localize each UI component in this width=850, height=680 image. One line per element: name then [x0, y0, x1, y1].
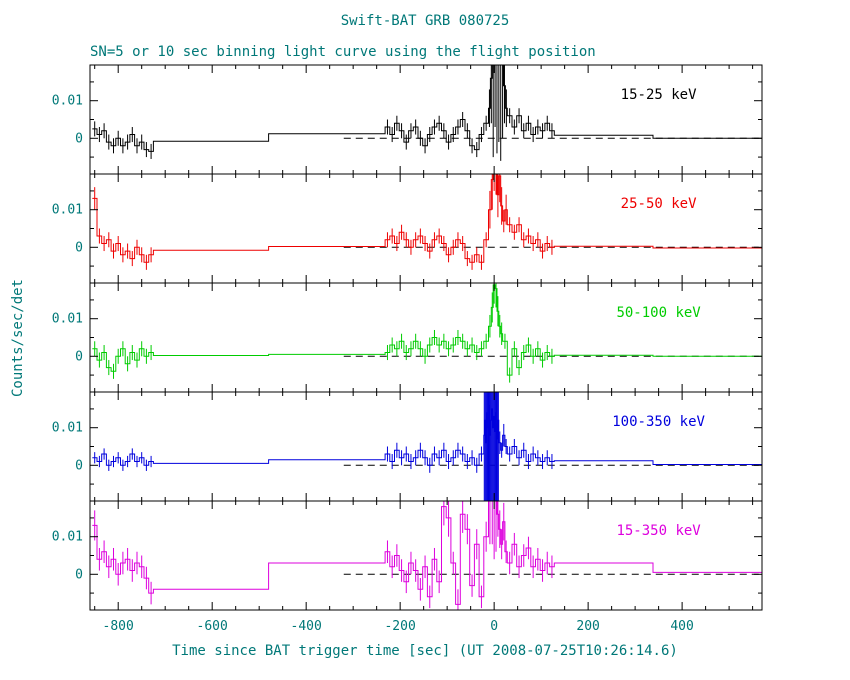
light-curve-1: [92, 174, 762, 263]
panel-3-frame: [89, 391, 763, 502]
y-tick-label: 0.01: [52, 530, 83, 545]
band-label-1: 25-50 keV: [621, 196, 697, 212]
panel-4-frame: [89, 500, 763, 611]
y-tick-label: 0: [75, 349, 83, 364]
x-tick-label: 200: [576, 619, 599, 634]
light-curve-4: [92, 501, 762, 605]
y-tick-label: 0.01: [52, 312, 83, 327]
panel-3-data: [92, 392, 762, 501]
light-curve-0: [92, 65, 762, 152]
y-tick-label: 0: [75, 458, 83, 473]
band-label-4: 15-350 keV: [616, 523, 701, 539]
x-tick-label: 0: [490, 619, 498, 634]
y-tick-label: 0.01: [52, 421, 83, 436]
band-label-3: 100-350 keV: [612, 414, 705, 430]
band-label-2: 50-100 keV: [616, 305, 701, 321]
chart-subtitle: SN=5 or 10 sec binning light curve using…: [90, 44, 596, 60]
panel-2-data: [92, 283, 762, 383]
panel-1-data: [92, 174, 762, 270]
panel-2-frame: [89, 282, 763, 393]
y-tick-label: 0: [75, 131, 83, 146]
chart-title: Swift-BAT GRB 080725: [340, 13, 510, 29]
y-tick-label: 0.01: [52, 94, 83, 109]
panel-0-data: [92, 65, 762, 161]
y-tick-label: 0.01: [52, 203, 83, 218]
y-tick-label: 0: [75, 240, 83, 255]
panel-4-data: [92, 501, 762, 610]
x-tick-label: 400: [670, 619, 693, 634]
x-tick-label: -200: [384, 619, 415, 634]
band-label-0: 15-25 keV: [621, 87, 697, 103]
light-curve-2: [92, 284, 762, 376]
x-axis-label: Time since BAT trigger time [sec] (UT 20…: [172, 643, 678, 659]
x-tick-label: -600: [197, 619, 228, 634]
panel-1-frame: [89, 173, 763, 284]
x-tick-label: -800: [103, 619, 134, 634]
y-tick-label: 0: [75, 567, 83, 582]
panel-0-frame: [89, 64, 763, 175]
x-tick-label: -400: [291, 619, 322, 634]
y-axis-label: Counts/sec/det: [10, 279, 26, 398]
